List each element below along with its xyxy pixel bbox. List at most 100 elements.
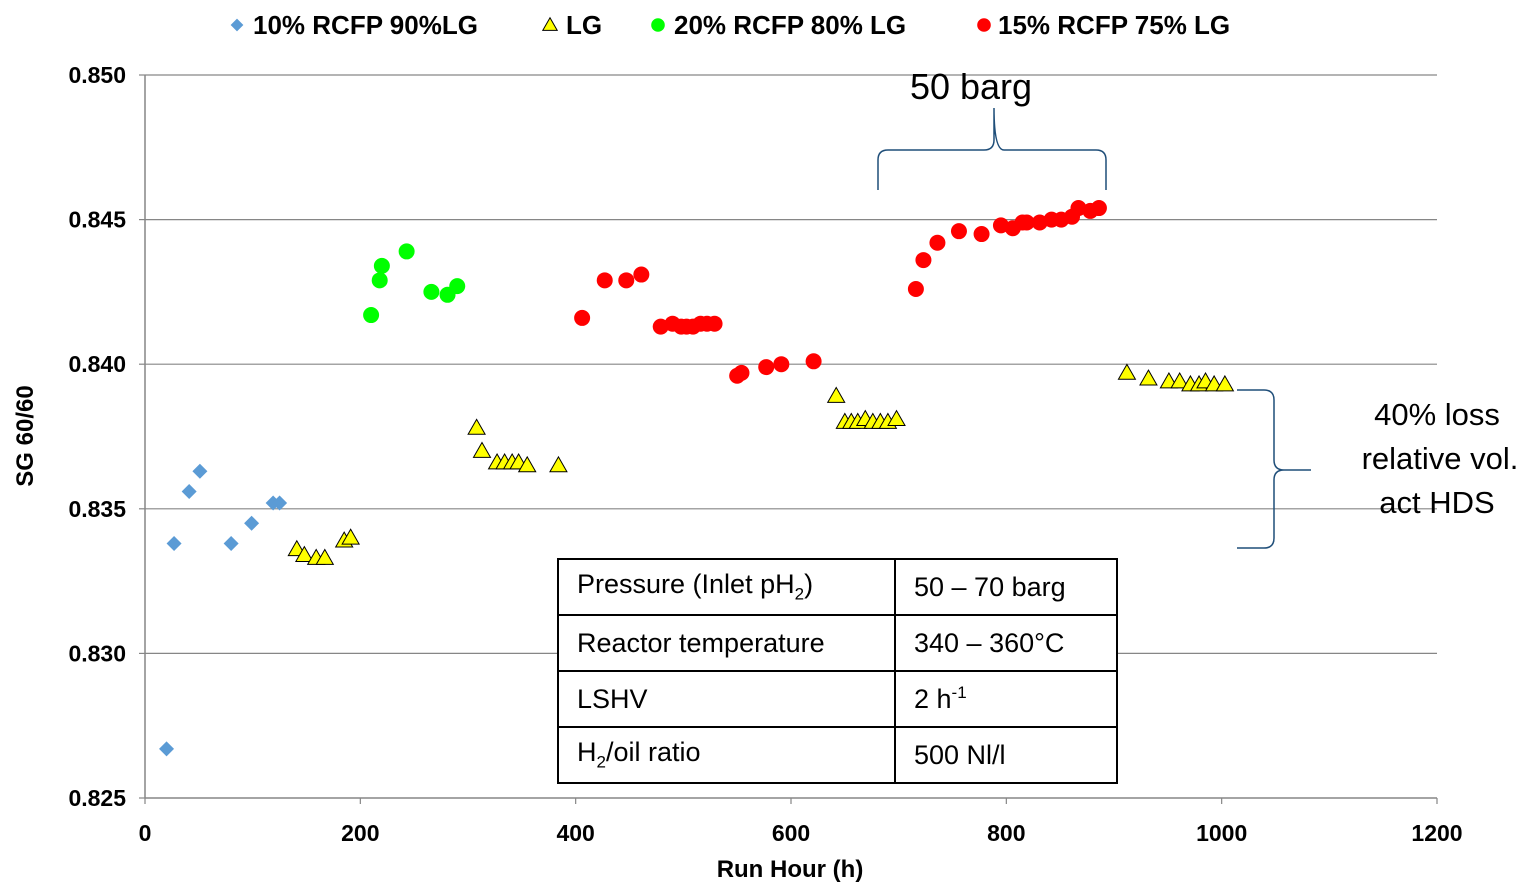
x-tick-label: 400: [556, 820, 594, 846]
y-axis-title: SG 60/60: [12, 385, 39, 486]
param-text: Reactor temperature: [577, 627, 825, 658]
loss-label-line1: 40% loss: [1374, 397, 1500, 432]
data-point: [1215, 374, 1235, 392]
x-tick-labels: 0 200 400 600 800 1000 1200: [139, 820, 1463, 846]
legend-marker: [977, 18, 991, 32]
legend-marker: [230, 18, 244, 32]
data-point: [192, 463, 208, 479]
legend-marker: [651, 18, 665, 32]
data-point: [758, 359, 775, 376]
data-point: [549, 455, 568, 473]
param-cell: Reactor temperature: [557, 614, 896, 672]
legend-marker: [541, 16, 559, 31]
data-point: [633, 266, 650, 283]
loss-annotation: 40% loss relative vol. act HDS: [1237, 389, 1519, 549]
value-cell: 2 h-1: [894, 670, 1118, 728]
data-points: [159, 200, 1235, 757]
param-cell: Pressure (Inlet pH2): [557, 558, 896, 616]
x-axis-title: Run Hour (h): [717, 856, 864, 883]
data-point: [423, 283, 440, 300]
data-point: [973, 226, 990, 243]
x-tick-label: 1200: [1411, 820, 1462, 846]
data-point: [159, 741, 175, 757]
param-text: LSHV: [577, 683, 648, 714]
legend-label: 15% RCFP 75% LG: [998, 10, 1230, 40]
value-cell: 50 – 70 barg: [894, 558, 1118, 616]
series-1: [287, 363, 1235, 565]
data-point: [706, 315, 723, 332]
x-tick-label: 600: [772, 820, 810, 846]
data-point: [915, 252, 932, 269]
value-superscript: -1: [951, 683, 967, 702]
data-point: [618, 272, 635, 289]
data-point: [223, 536, 239, 552]
data-point: [1139, 369, 1158, 386]
x-tick-label: 800: [987, 820, 1025, 846]
y-tick-labels: 0.825 0.830 0.835 0.840 0.845 0.850: [68, 62, 126, 811]
data-point: [373, 257, 390, 274]
value-cell: 340 – 360°C: [894, 614, 1118, 672]
param-text: Pressure (Inlet pH: [577, 569, 795, 600]
param-subscript: 2: [596, 752, 606, 772]
data-point: [907, 281, 924, 298]
data-point: [363, 307, 380, 324]
loss-label-line2: relative vol.: [1362, 441, 1519, 476]
y-tick-label: 0.835: [68, 496, 126, 522]
x-tick-label: 0: [139, 820, 152, 846]
table-row: H2/oil ratio 500 Nl/l: [557, 726, 1118, 784]
value-text: 340 – 360°C: [914, 627, 1065, 658]
data-point: [315, 548, 335, 565]
data-point: [826, 386, 846, 403]
data-point: [472, 441, 492, 458]
value-text: 500 Nl/l: [914, 739, 1006, 770]
data-point: [371, 272, 388, 289]
legend-label: LG: [566, 10, 602, 40]
table-row: Pressure (Inlet pH2) 50 – 70 barg: [557, 558, 1118, 616]
param-subscript: 2: [794, 584, 805, 604]
data-point: [1018, 214, 1035, 231]
legend-label: 10% RCFP 90%LG: [253, 10, 478, 40]
data-point: [166, 536, 182, 552]
param-cell: H2/oil ratio: [557, 726, 896, 784]
data-point: [773, 356, 790, 373]
y-tick-label: 0.845: [68, 207, 126, 233]
param-text: H: [577, 737, 597, 768]
data-point: [294, 545, 314, 562]
data-point: [950, 223, 967, 240]
data-point: [272, 495, 288, 511]
loss-label-line3: act HDS: [1379, 485, 1494, 520]
data-point: [398, 243, 415, 260]
legend: 10% RCFP 90%LG LG 20% RCFP 80% LG 15% RCFP …: [230, 10, 1230, 40]
y-tick-label: 0.830: [68, 640, 126, 666]
param-text-after: /oil ratio: [605, 737, 701, 768]
data-point: [244, 515, 260, 531]
data-point: [341, 528, 361, 545]
series-3: [574, 200, 1107, 384]
data-point: [181, 483, 197, 499]
data-point: [1170, 372, 1190, 389]
data-point: [449, 278, 466, 295]
axes: [144, 75, 1437, 799]
conditions-table: Pressure (Inlet pH2) 50 – 70 barg Reacto…: [557, 558, 1118, 784]
top-brace: [877, 107, 1107, 190]
data-point: [1117, 363, 1137, 380]
table-row: Reactor temperature 340 – 360°C: [557, 614, 1118, 672]
value-text: 50 – 70 barg: [914, 571, 1066, 602]
pressure-annotation: 50 barg: [877, 66, 1107, 190]
param-cell: LSHV: [557, 670, 896, 728]
y-tick-label: 0.840: [68, 351, 126, 377]
value-text: 2 h: [914, 684, 952, 714]
pressure-label: 50 barg: [910, 66, 1032, 107]
data-point: [733, 364, 750, 381]
data-point: [517, 455, 537, 473]
y-tick-label: 0.825: [68, 785, 126, 811]
legend-label: 20% RCFP 80% LG: [674, 10, 906, 40]
data-point: [596, 272, 613, 289]
side-brace: [1237, 389, 1311, 549]
data-point: [574, 309, 591, 326]
data-point: [887, 409, 906, 427]
gridlines: [139, 74, 1438, 804]
table-row: LSHV 2 h-1: [557, 670, 1118, 728]
data-point: [805, 353, 822, 370]
series-2: [363, 243, 466, 324]
